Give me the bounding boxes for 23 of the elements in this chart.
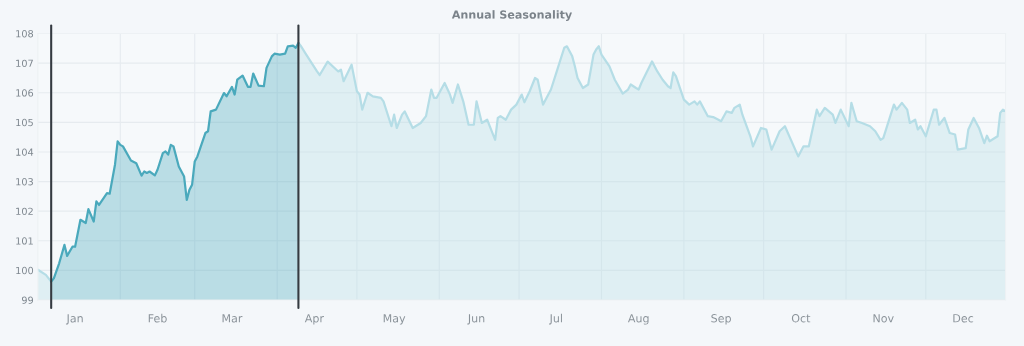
chart-title: Annual Seasonality [451,10,572,21]
x-tick-label: Nov [873,314,894,323]
y-tick-label: 99 [21,296,34,304]
x-tick-label: Feb [148,313,167,323]
x-tick-label: Dec [953,314,974,323]
x-tick-label: Jun [467,314,485,325]
y-tick-label: 100 [16,266,34,275]
x-tick-label: Oct [791,314,811,323]
y-tick-label: 104 [16,148,34,156]
x-tick-label: Sep [711,314,731,325]
x-tick-label: Jul [549,313,562,325]
x-tick-label: Aug [627,314,649,325]
x-tick-label: Apr [304,314,324,325]
y-tick-label: 107 [16,59,33,67]
y-tick-label: 106 [16,89,34,97]
x-tick-label: Jan [65,314,83,325]
y-tick-label: 108 [16,30,34,38]
x-tick-label: Mar [222,314,243,323]
x-tick-label: May [383,314,406,325]
y-tick-label: 103 [16,178,33,186]
y-tick-label: 105 [16,118,33,127]
y-tick-label: 102 [16,207,33,216]
y-tick-label: 101 [16,237,33,245]
